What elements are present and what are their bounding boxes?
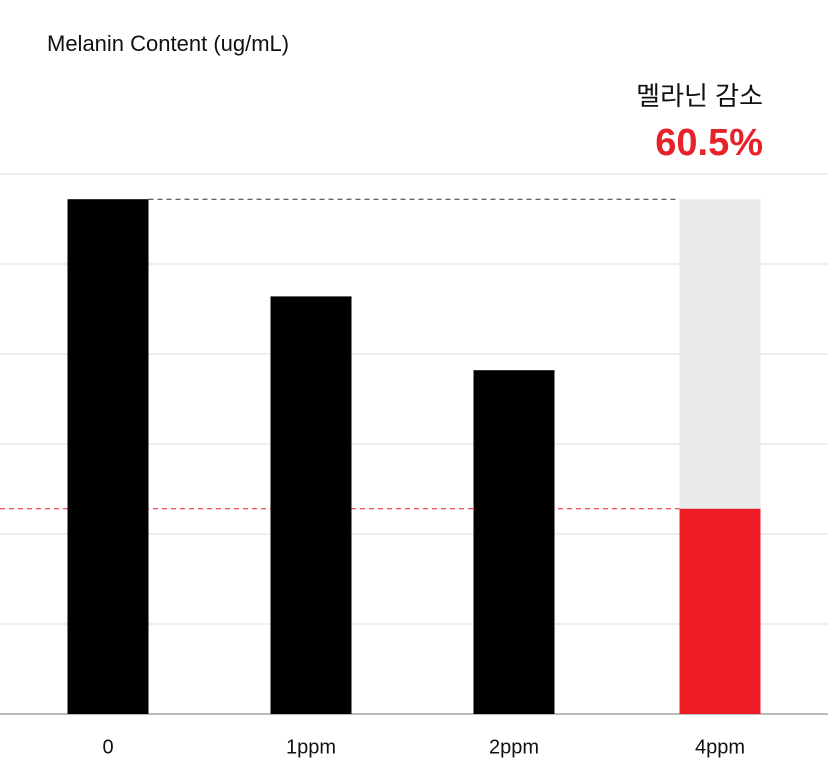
bar [270, 296, 352, 714]
bar [679, 508, 761, 714]
annotation-value: 60.5% [655, 122, 763, 164]
x-tick-label: 2ppm [489, 736, 539, 758]
x-tick-label: 4ppm [695, 736, 745, 758]
annotation-label: 멜라닌 감소 [636, 81, 763, 111]
chart-title: Melanin Content (ug/mL) [47, 31, 289, 56]
x-tick-label: 1ppm [286, 736, 336, 758]
bar [67, 199, 149, 714]
x-tick-label: 0 [102, 736, 113, 758]
bar [473, 370, 555, 714]
